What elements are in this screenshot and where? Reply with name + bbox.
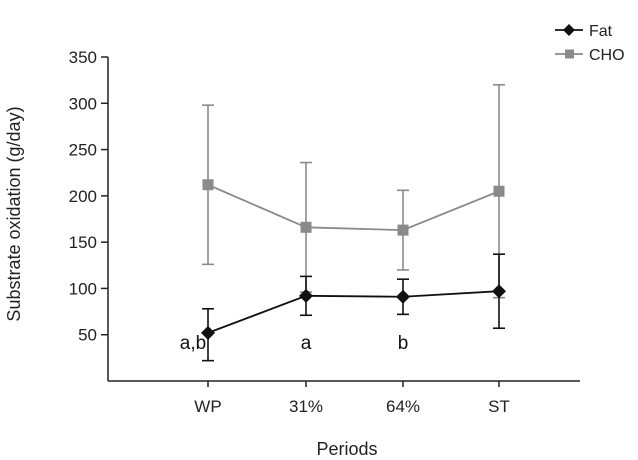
cho-point bbox=[493, 185, 505, 197]
y-tick-label: 250 bbox=[69, 141, 97, 160]
x-axis-title: Periods bbox=[316, 439, 377, 459]
cho-point bbox=[202, 179, 214, 191]
axes bbox=[107, 57, 580, 382]
x-tick-label: WP bbox=[194, 397, 221, 416]
series-lines bbox=[207, 183, 500, 334]
cho-series-line bbox=[207, 183, 500, 232]
x-tick-label: 31% bbox=[289, 397, 323, 416]
legend-label-cho: CHO bbox=[589, 47, 625, 64]
y-ticks: 50 100 150 200 250 300 350 bbox=[69, 48, 108, 345]
fat-point bbox=[201, 325, 215, 340]
y-tick-label: 100 bbox=[69, 279, 97, 298]
legend-marker-cho bbox=[565, 49, 574, 59]
fat-point bbox=[396, 289, 410, 304]
significance-label: b bbox=[398, 333, 409, 354]
series-markers bbox=[201, 179, 506, 340]
significance-label: a,b bbox=[180, 333, 206, 354]
x-tick-label: 64% bbox=[386, 397, 420, 416]
y-tick-label: 200 bbox=[69, 187, 97, 206]
x-ticks: WP 31% 64% ST bbox=[194, 381, 510, 416]
y-tick-label: 150 bbox=[69, 233, 97, 252]
cho-point bbox=[397, 224, 409, 236]
fat-series-line bbox=[207, 290, 500, 334]
legend-label-fat: Fat bbox=[589, 23, 613, 40]
annotations: a,b a b bbox=[180, 333, 409, 354]
fat-point bbox=[492, 284, 506, 299]
y-tick-label: 350 bbox=[69, 48, 97, 67]
legend-marker-fat bbox=[563, 24, 575, 36]
y-axis-title: Substrate oxidation (g/day) bbox=[4, 106, 24, 321]
error-bars bbox=[202, 83, 505, 362]
y-tick-label: 50 bbox=[78, 326, 97, 345]
cho-point bbox=[300, 221, 312, 233]
fat-point bbox=[299, 288, 313, 303]
x-tick-label: ST bbox=[488, 397, 510, 416]
y-tick-label: 300 bbox=[69, 94, 97, 113]
legend: Fat CHO bbox=[555, 23, 625, 64]
significance-label: a bbox=[301, 333, 312, 354]
